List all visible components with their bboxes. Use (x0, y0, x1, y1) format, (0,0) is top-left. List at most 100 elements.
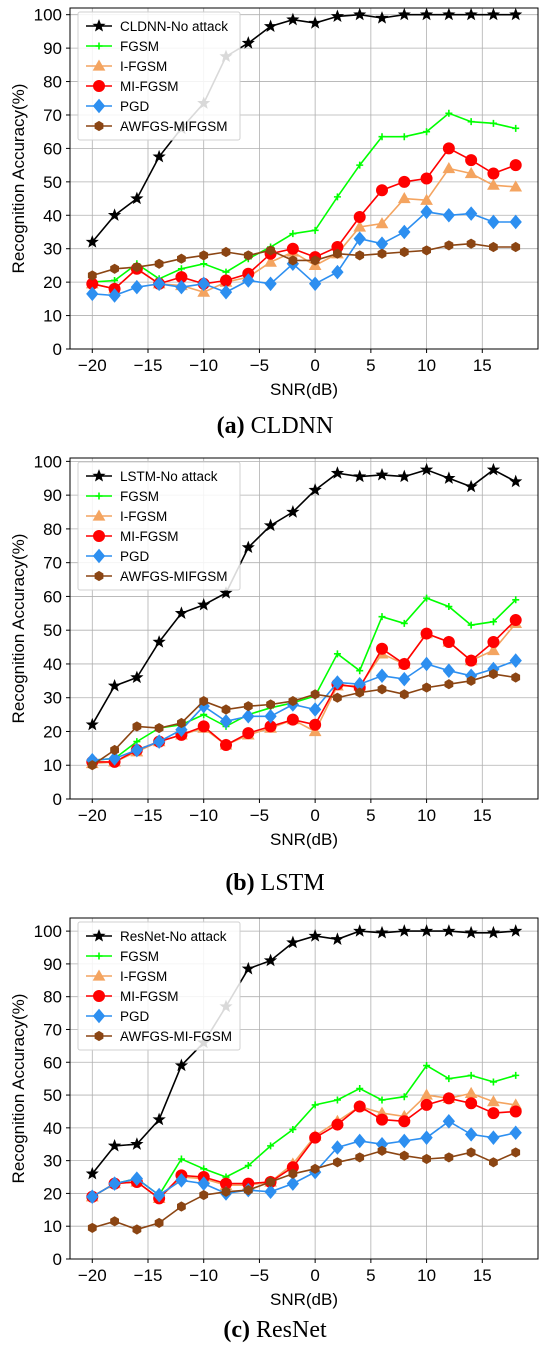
data-point (375, 217, 389, 229)
series-fgsm (88, 1062, 520, 1201)
data-point (465, 1097, 478, 1110)
legend-label: MI-FGSM (120, 529, 179, 544)
legend-item: ResNet-No attack (86, 929, 227, 944)
data-point (422, 682, 431, 693)
data-point (442, 471, 456, 484)
data-point (487, 178, 500, 190)
data-point (399, 1150, 409, 1161)
data-point (442, 7, 456, 21)
data-point (130, 279, 144, 295)
y-tick-label: 60 (43, 139, 62, 158)
data-point (331, 264, 344, 280)
data-point (177, 1155, 185, 1163)
data-point (423, 1062, 431, 1070)
data-point (378, 133, 386, 141)
data-point (333, 650, 341, 658)
legend-marker (95, 42, 103, 50)
data-point (378, 1096, 386, 1104)
data-point (419, 924, 434, 937)
y-tick-label: 50 (43, 1086, 62, 1105)
axes: −20 −15 −10 −5 0 5 10 15 0 10 20 30 40 50 60 70 80 90 100 S… (9, 452, 492, 849)
data-point (177, 717, 186, 729)
data-point (311, 226, 319, 234)
x-tick-label: −20 (78, 806, 107, 825)
legend-marker (92, 1008, 106, 1024)
data-point (353, 1133, 366, 1149)
y-tick-label: 10 (43, 756, 62, 775)
legend-marker (92, 548, 106, 564)
x-tick-label: 0 (310, 806, 319, 825)
y-tick-label: 60 (43, 1053, 62, 1072)
data-point (311, 1101, 319, 1109)
data-point (353, 220, 367, 232)
data-point (353, 469, 367, 483)
legend-item: I-FGSM (86, 59, 167, 74)
y-tick-label: 30 (43, 689, 62, 708)
caption-text: ResNet (255, 1317, 327, 1343)
data-point (445, 1075, 453, 1083)
data-point (243, 1185, 253, 1196)
legend-marker (92, 969, 106, 981)
data-point (219, 284, 233, 300)
y-tick-label: 30 (43, 1152, 62, 1171)
legend-item: PGD (86, 98, 150, 114)
data-point (132, 262, 142, 273)
legend-marker (93, 990, 105, 1002)
data-point (420, 172, 433, 185)
data-point (397, 469, 411, 483)
data-point (375, 236, 389, 251)
data-point (377, 684, 387, 695)
y-tick-label: 0 (53, 1250, 62, 1269)
x-axis-label: SNR(dB) (270, 1290, 338, 1309)
x-tick-label: −10 (189, 806, 218, 825)
caption-letter: (b) (225, 870, 255, 896)
data-point (355, 250, 365, 261)
series-pgd (86, 204, 522, 303)
data-point (509, 653, 522, 668)
data-point (331, 675, 344, 690)
data-point (489, 1078, 497, 1086)
legend-marker (94, 120, 104, 132)
data-point (266, 245, 275, 256)
data-point (486, 7, 501, 21)
data-point (398, 1133, 411, 1149)
data-point (175, 1173, 188, 1188)
data-point (289, 1125, 297, 1133)
data-point (466, 1147, 476, 1158)
data-point (308, 929, 322, 942)
data-point (489, 618, 497, 626)
x-tick-label: 5 (366, 1266, 375, 1285)
legend-marker (92, 509, 106, 521)
data-point (310, 1163, 320, 1174)
grid (70, 8, 538, 350)
y-tick-label: 100 (34, 922, 62, 941)
data-point (509, 7, 523, 21)
legend-label: PGD (120, 1009, 150, 1024)
data-point (375, 925, 389, 939)
legend-label: FGSM (120, 949, 159, 964)
data-point (511, 241, 521, 253)
data-point (219, 586, 233, 599)
data-point (286, 12, 300, 26)
legend-label: MI-FGSM (120, 989, 179, 1004)
data-point (487, 214, 500, 230)
data-point (511, 672, 521, 683)
data-point (130, 1171, 144, 1186)
legend-label: PGD (120, 99, 150, 114)
legend-item: I-FGSM (86, 969, 167, 984)
data-point (220, 738, 232, 751)
data-point (266, 699, 275, 710)
data-point (487, 1130, 500, 1145)
series-mi-fgsm (86, 142, 522, 295)
legend-marker (95, 492, 103, 500)
series-fgsm (88, 594, 520, 764)
data-point (243, 701, 253, 712)
chart-cldnn: −20 −15 −10 −5 0 5 10 15 0 10 20 30 40 50 60 70 80 90 100 S… (9, 6, 539, 399)
caption-resnet: (c) ResNet (0, 1317, 550, 1344)
x-axis-label: SNR(dB) (270, 380, 338, 399)
data-point (442, 161, 456, 174)
series-line (92, 112, 516, 283)
chart-lstm: −20 −15 −10 −5 0 5 10 15 0 10 20 30 40 50 60 70 80 90 100 S… (9, 452, 539, 849)
y-tick-label: 50 (43, 173, 62, 192)
data-point (487, 1107, 500, 1120)
